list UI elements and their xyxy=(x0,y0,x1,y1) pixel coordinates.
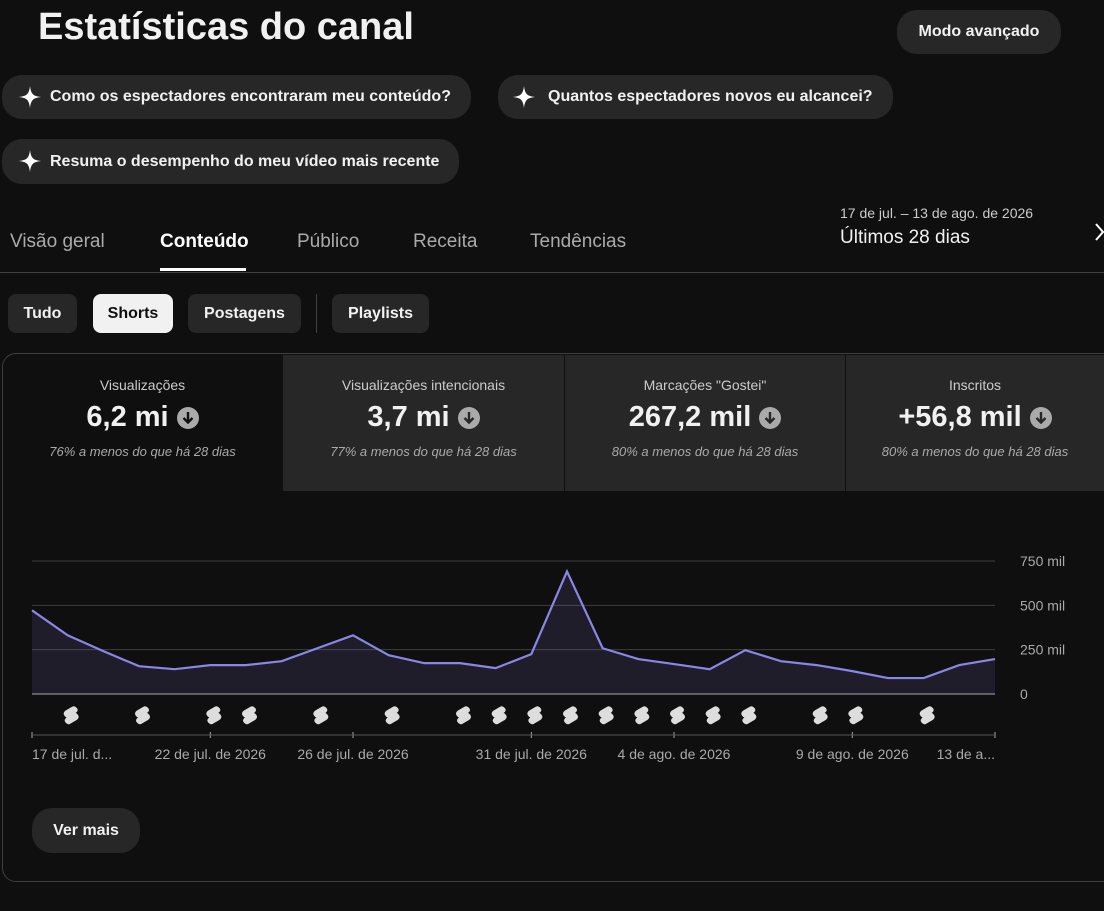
shorts-icon xyxy=(384,706,400,725)
date-range-dates: 17 de jul. – 13 de ago. de 2026 xyxy=(840,205,1034,221)
chart: 0 250 mil 500 mil 750 mil 17 de jul. d... 22 … xyxy=(31,553,1065,762)
tab[interactable]: Público xyxy=(297,231,360,252)
sparkle-icon xyxy=(19,150,41,172)
metric-label: Visualizações intencionais xyxy=(341,377,506,393)
y-tick-label: 500 mil xyxy=(1020,597,1065,613)
y-tick-label: 750 mil xyxy=(1020,553,1065,569)
shorts-icon xyxy=(527,706,543,725)
metric-value: +56,8 mil xyxy=(898,401,1022,433)
metric-note: 80% a menos do que há 28 dias xyxy=(881,444,1069,459)
shorts-icon xyxy=(741,706,757,725)
shorts-icon xyxy=(705,706,721,725)
tab-active[interactable]: Conteúdo xyxy=(160,231,249,252)
sparkle-icon xyxy=(513,86,535,108)
metric-label: Marcações "Gostei" xyxy=(643,377,767,393)
filter-chip[interactable]: Postagens xyxy=(188,294,301,333)
sparkle-icon xyxy=(19,86,41,108)
y-tick-label: 250 mil xyxy=(1020,642,1065,658)
tab-divider xyxy=(0,272,1104,273)
shorts-icon xyxy=(598,706,614,725)
metric-value: 267,2 mil xyxy=(628,401,752,433)
shorts-icon xyxy=(135,706,150,725)
x-tick-label: 9 de ago. de 2026 xyxy=(796,746,909,762)
suggestion-text: Quantos espectadores novos eu alcancei? xyxy=(548,88,873,105)
shorts-icon xyxy=(563,706,578,725)
shorts-icon xyxy=(206,706,222,725)
x-tick-label: 22 de jul. de 2026 xyxy=(155,746,267,762)
x-tick-label: 4 de ago. de 2026 xyxy=(618,746,731,762)
shorts-icon xyxy=(919,706,935,725)
x-tick-label: 13 de a... xyxy=(937,746,995,762)
suggestion-chip[interactable]: Resuma o desempenho do meu vídeo mais re… xyxy=(2,139,460,184)
page-title: Estatísticas do canal xyxy=(38,6,414,48)
suggestion-text: Resuma o desempenho do meu vídeo mais re… xyxy=(50,152,440,170)
shorts-icon xyxy=(456,706,471,725)
suggestion-text: Como os espectadores encontraram meu con… xyxy=(50,88,451,105)
filter-chip[interactable]: Playlists xyxy=(332,294,429,333)
analytics-card xyxy=(2,353,1104,882)
trend-down-icon xyxy=(1029,406,1052,429)
metric-card[interactable]: Inscritos +56,8 mil 80% a menos do que h… xyxy=(846,355,1104,491)
trend-down-icon xyxy=(759,406,782,429)
filter-chip-active[interactable]: Shorts xyxy=(93,294,173,333)
trend-down-icon xyxy=(176,406,199,429)
shorts-icon xyxy=(670,706,685,725)
area-fill xyxy=(32,571,995,694)
shorts-icon xyxy=(812,706,828,725)
metric-card[interactable]: Marcações "Gostei" 267,2 mil 80% a menos… xyxy=(565,355,845,491)
suggestion-chip[interactable]: Quantos espectadores novos eu alcancei? xyxy=(498,75,893,119)
metric-card[interactable]: Visualizações 6,2 mi 76% a menos do que … xyxy=(3,355,282,491)
shorts-icon xyxy=(848,706,864,725)
metric-value: 3,7 mi xyxy=(367,401,450,433)
y-tick-label: 0 xyxy=(1020,686,1028,702)
shorts-icon xyxy=(491,706,507,725)
x-tick-label: 17 de jul. d... xyxy=(32,746,112,762)
filter-separator xyxy=(316,294,317,333)
metric-label: Visualizações xyxy=(99,377,186,393)
tab[interactable]: Tendências xyxy=(530,231,627,252)
tab[interactable]: Visão geral xyxy=(10,231,105,252)
metric-note: 77% a menos do que há 28 dias xyxy=(330,444,517,459)
date-range-label[interactable]: Últimos 28 dias xyxy=(840,227,970,248)
metric-card[interactable]: Visualizações intencionais 3,7 mi 77% a … xyxy=(283,355,564,491)
trend-down-icon xyxy=(457,406,480,429)
date-range-chevron[interactable] xyxy=(1092,222,1104,242)
tab-underline xyxy=(160,268,246,271)
advanced-mode-button[interactable]: Modo avançado xyxy=(897,10,1061,54)
shorts-icon xyxy=(63,706,79,725)
line-series xyxy=(31,568,996,680)
shorts-icon xyxy=(313,706,329,725)
x-tick-label: 31 de jul. de 2026 xyxy=(476,746,588,762)
filter-chip[interactable]: Tudo xyxy=(8,294,77,333)
see-more-button[interactable]: Ver mais xyxy=(32,808,140,853)
x-tick-label: 26 de jul. de 2026 xyxy=(297,746,409,762)
metric-note: 80% a menos do que há 28 dias xyxy=(611,444,799,459)
tab[interactable]: Receita xyxy=(413,231,478,252)
shorts-icon xyxy=(634,706,650,725)
metric-label: Inscritos xyxy=(948,377,1002,393)
metric-value: 6,2 mi xyxy=(86,401,169,433)
metric-note: 76% a menos do que há 28 dias xyxy=(49,444,236,459)
shorts-icon xyxy=(242,706,257,725)
suggestion-chip[interactable]: Como os espectadores encontraram meu con… xyxy=(2,75,471,119)
